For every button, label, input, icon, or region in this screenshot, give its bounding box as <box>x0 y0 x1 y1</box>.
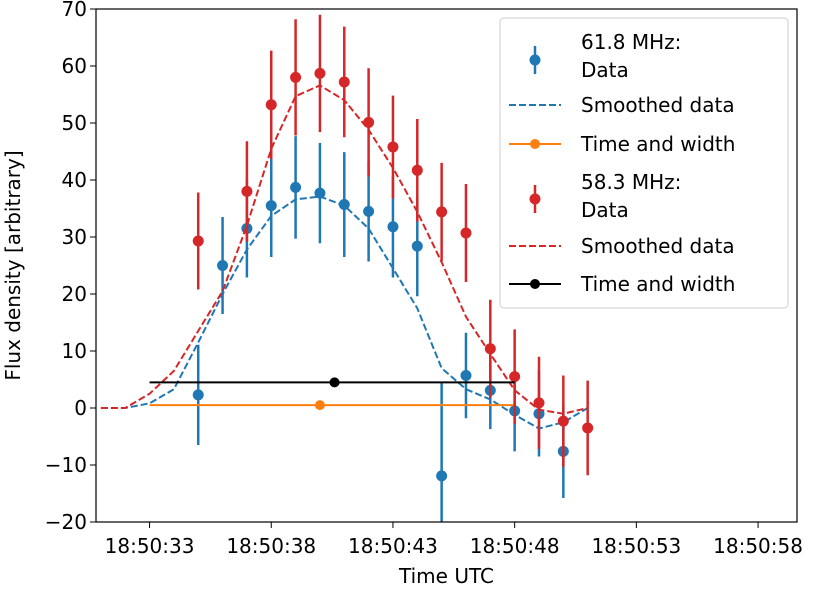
data-point-0-6 <box>338 199 350 211</box>
legend-label-2-0: Time and width <box>580 132 735 156</box>
x-tick-label-5: 18:50:58 <box>713 534 803 558</box>
time-marker-2 <box>314 400 325 411</box>
data-point-0-10 <box>436 470 448 482</box>
data-point-3-8 <box>411 164 423 176</box>
plot-area <box>100 14 594 522</box>
legend-handle-marker-5 <box>530 279 540 289</box>
data-point-3-13 <box>533 397 545 409</box>
smoothed-line-1 <box>100 195 589 430</box>
legend-label-0-1: Data <box>581 58 629 82</box>
x-tick-label-3: 18:50:48 <box>470 534 560 558</box>
x-tick-label-1: 18:50:38 <box>226 534 316 558</box>
legend-label-3-1: Data <box>581 198 629 222</box>
y-tick-label-7: 50 <box>62 111 87 135</box>
data-point-3-3 <box>290 71 302 83</box>
legend-box <box>499 17 789 309</box>
data-point-3-4 <box>314 67 326 79</box>
data-point-0-4 <box>290 181 302 193</box>
y-tick-label-2: 0 <box>74 396 87 420</box>
y-axis-label: Flux density [arbitrary] <box>1 150 25 380</box>
x-tick-label-0: 18:50:33 <box>105 534 195 558</box>
y-tick-label-8: 60 <box>62 54 87 78</box>
x-axis-label: Time UTC <box>398 564 494 588</box>
data-point-0-9 <box>411 240 423 252</box>
data-point-3-12 <box>509 371 521 383</box>
series-group <box>100 14 594 522</box>
y-tick-label-9: 70 <box>62 0 87 21</box>
legend: 61.8 MHz: Data Smoothed data Time and width… <box>499 17 789 309</box>
y-tick-label-6: 40 <box>62 168 87 192</box>
data-point-3-5 <box>338 76 350 88</box>
legend-handle-marker-3 <box>529 193 541 205</box>
data-point-0-3 <box>265 200 277 212</box>
data-point-3-2 <box>265 99 277 111</box>
y-tick-label-5: 30 <box>62 225 87 249</box>
data-point-3-1 <box>241 185 253 197</box>
legend-handle-marker-0 <box>529 54 541 66</box>
data-point-3-10 <box>460 227 472 239</box>
data-point-3-0 <box>192 235 204 247</box>
data-point-3-7 <box>387 141 399 153</box>
data-point-3-9 <box>436 206 448 218</box>
data-point-0-1 <box>217 260 229 271</box>
data-point-0-11 <box>460 370 472 382</box>
axes-frame <box>95 8 798 523</box>
y-tick-label-4: 20 <box>62 282 87 306</box>
legend-label-5-0: Time and width <box>580 272 735 296</box>
data-point-0-0 <box>192 389 204 401</box>
legend-label-4-0: Smoothed data <box>581 234 735 258</box>
legend-label-1-0: Smoothed data <box>581 93 735 117</box>
data-point-3-15 <box>582 422 594 434</box>
x-tick-label-2: 18:50:43 <box>348 534 438 558</box>
legend-label-3-0: 58.3 MHz: <box>581 170 681 194</box>
y-tick-label-1: −10 <box>45 453 87 477</box>
y-tick-label-0: −20 <box>45 510 87 534</box>
y-tick-label-3: 10 <box>62 339 87 363</box>
legend-handle-marker-2 <box>530 139 540 149</box>
smoothed-line-4 <box>100 84 588 415</box>
data-point-3-14 <box>557 415 569 427</box>
x-tick-label-4: 18:50:53 <box>591 534 681 558</box>
data-point-0-7 <box>363 205 375 217</box>
axis-ticks: 18:50:33 18:50:38 18:50:43 18:50:48 18:50:53… <box>45 0 803 558</box>
time-marker-5 <box>329 377 340 388</box>
data-point-0-8 <box>387 221 399 233</box>
legend-label-0-0: 61.8 MHz: <box>581 30 681 54</box>
data-point-0-5 <box>314 187 326 199</box>
